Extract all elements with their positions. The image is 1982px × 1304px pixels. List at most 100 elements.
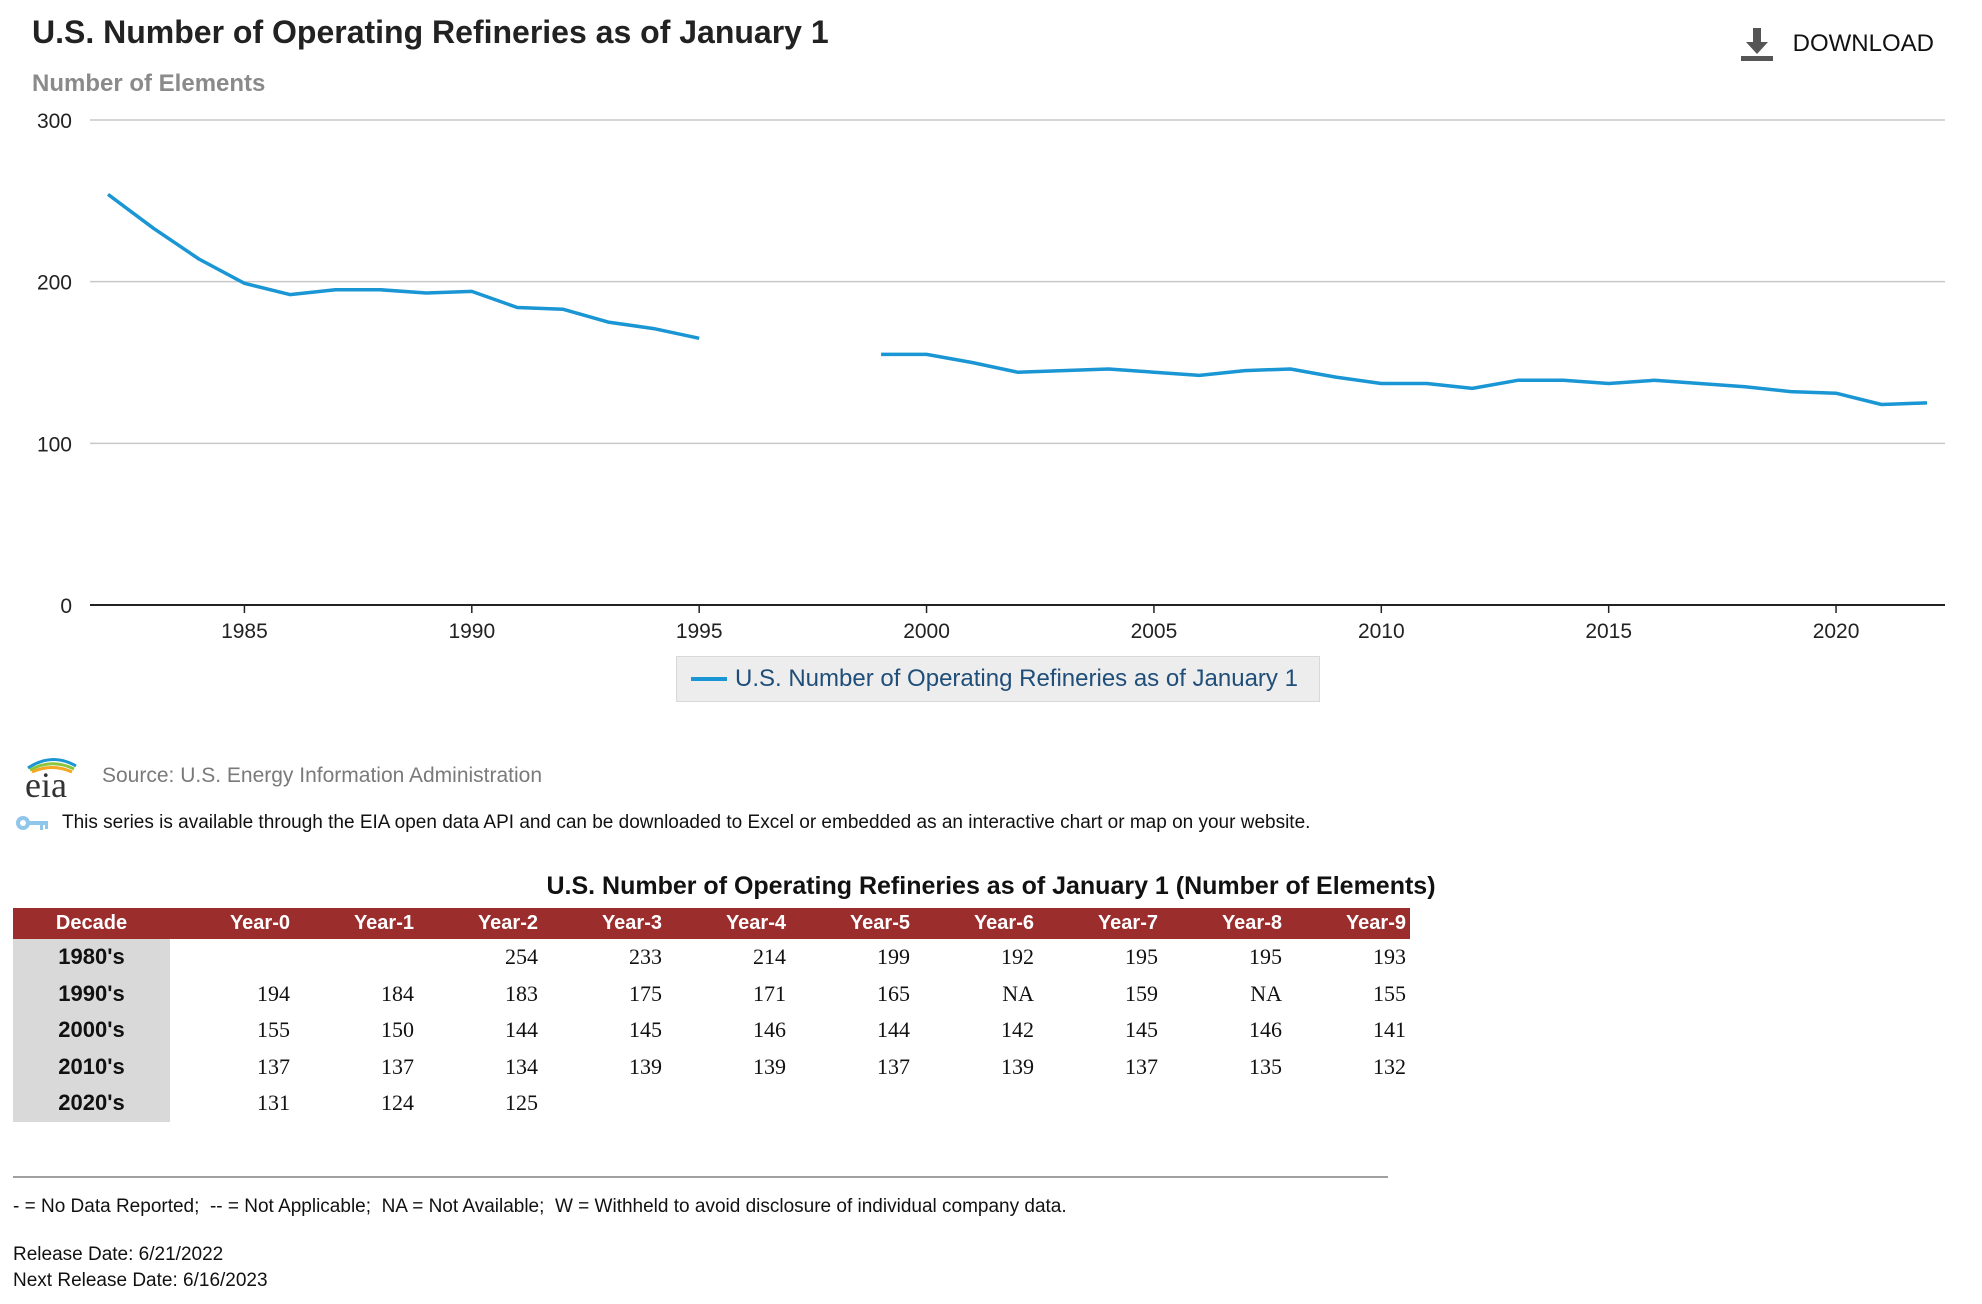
series-line: [106, 192, 700, 341]
release-info: Release Date: 6/21/2022 Next Release Dat…: [13, 1242, 268, 1294]
table-cell: 144: [877, 1017, 910, 1043]
table-cell: 142: [1001, 1017, 1034, 1043]
table-cell: 146: [1249, 1017, 1282, 1043]
table-cell: 132: [1373, 1053, 1406, 1079]
legend-swatch: [691, 677, 727, 681]
source-text: Source: U.S. Energy Information Administ…: [102, 764, 543, 787]
table-cell: 150: [381, 1017, 414, 1043]
next-release-date: Next Release Date: 6/16/2023: [13, 1270, 268, 1291]
table-title: U.S. Number of Operating Refineries as o…: [546, 872, 1436, 900]
column-header: Year-4: [666, 908, 790, 939]
table-cell: 135: [1249, 1053, 1282, 1079]
table-cell: 254: [505, 944, 538, 970]
y-tick-label: 300: [37, 110, 72, 133]
table-cell: [294, 939, 418, 976]
table-cell: 145: [629, 1017, 662, 1043]
table-cell: 137: [877, 1053, 910, 1079]
source-row: eia Source: U.S. Energy Information Admi…: [22, 752, 543, 805]
table-cell: 195: [1125, 944, 1158, 970]
y-tick-label: 200: [37, 272, 72, 295]
table-cell: 192: [1001, 944, 1034, 970]
table-cell: 165: [877, 980, 910, 1006]
table-cell: 145: [1125, 1017, 1158, 1043]
eia-logo-text: eia: [25, 765, 67, 805]
table-cell: [1038, 1085, 1162, 1122]
x-tick-label: 2020: [1813, 620, 1860, 640]
table-cell: [1162, 1085, 1286, 1122]
decade-cell: 2000's: [13, 1012, 170, 1049]
x-tick-label: 1985: [221, 620, 268, 640]
release-date: Release Date: 6/21/2022: [13, 1244, 224, 1265]
notes-text: - = No Data Reported; -- = Not Applicabl…: [13, 1196, 1067, 1217]
x-tick-label: 2010: [1358, 620, 1405, 640]
table-cell: 183: [505, 980, 538, 1006]
table-cell: 144: [505, 1017, 538, 1043]
table-cell: 137: [1125, 1053, 1158, 1079]
table-cell: 137: [257, 1053, 290, 1079]
column-header: Year-0: [170, 908, 294, 939]
table-cell: 175: [629, 980, 662, 1006]
table-row: 2010's 137 137 134 139 139 137 139 137 1…: [13, 1048, 1410, 1085]
table-cell: [170, 939, 294, 976]
table-cell: [790, 1085, 914, 1122]
chart-subtitle: Number of Elements: [32, 70, 266, 97]
download-icon: [1740, 28, 1773, 61]
column-header: Year-1: [294, 908, 418, 939]
table-cell: 125: [505, 1090, 538, 1116]
table-cell: 199: [877, 944, 910, 970]
table-cell: [914, 1085, 1038, 1122]
x-tick-label: 2000: [903, 620, 950, 640]
table-divider: [13, 1176, 1388, 1178]
y-tick-label: 0: [60, 595, 72, 618]
x-tick-label: 1990: [448, 620, 495, 640]
table-cell: 159: [1125, 980, 1158, 1006]
table-cell: 139: [629, 1053, 662, 1079]
table-cell: 131: [257, 1090, 290, 1116]
x-tick-label: 1995: [676, 620, 723, 640]
table-cell: 134: [505, 1053, 538, 1079]
table-cell: 155: [1373, 980, 1406, 1006]
x-tick-label: 2015: [1585, 620, 1632, 640]
table-header-row: Decade Year-0 Year-1 Year-2 Year-3 Year-…: [13, 908, 1410, 939]
table-cell: [1286, 1085, 1410, 1122]
table-row: 1990's 194 184 183 175 171 165 NA 159 NA…: [13, 975, 1410, 1012]
column-header: Year-2: [418, 908, 542, 939]
table-cell: 171: [753, 980, 786, 1006]
decade-cell: 2020's: [13, 1085, 170, 1122]
table-row: 2020's 131 124 125: [13, 1085, 1410, 1122]
table-row: 1980's 254 233 214 199 192 195 195 193: [13, 939, 1410, 976]
api-note-row: This series is available through the EIA…: [14, 812, 1310, 834]
table-cell: 214: [753, 944, 786, 970]
legend-label: U.S. Number of Operating Refineries as o…: [735, 665, 1298, 692]
table-cell: 124: [381, 1090, 414, 1116]
table-cell: [542, 1085, 666, 1122]
table-cell: 155: [257, 1017, 290, 1043]
legend-item[interactable]: U.S. Number of Operating Refineries as o…: [676, 656, 1320, 702]
table-cell: 146: [753, 1017, 786, 1043]
download-label: DOWNLOAD: [1792, 30, 1934, 57]
table-cell: NA: [1002, 980, 1034, 1006]
x-tick-label: 2005: [1131, 620, 1178, 640]
table-cell: [666, 1085, 790, 1122]
table-cell: 139: [753, 1053, 786, 1079]
table-row: 2000's 155 150 144 145 146 144 142 145 1…: [13, 1012, 1410, 1049]
table-cell: 233: [629, 944, 662, 970]
api-note-text: This series is available through the EIA…: [62, 812, 1311, 833]
table-cell: 184: [381, 980, 414, 1006]
y-tick-label: 100: [37, 433, 72, 456]
column-header: Year-5: [790, 908, 914, 939]
decade-cell: 2010's: [13, 1048, 170, 1085]
table-cell: 139: [1001, 1053, 1034, 1079]
table-cell: 193: [1373, 944, 1406, 970]
chart-title: U.S. Number of Operating Refineries as o…: [32, 14, 829, 50]
series-line: [881, 352, 1928, 407]
column-header: Decade: [13, 908, 170, 939]
data-table: Decade Year-0 Year-1 Year-2 Year-3 Year-…: [13, 908, 1410, 1122]
key-icon: [16, 816, 48, 830]
decade-cell: 1980's: [13, 939, 170, 976]
decade-cell: 1990's: [13, 975, 170, 1012]
download-button[interactable]: DOWNLOAD: [1739, 26, 1934, 62]
column-header: Year-7: [1038, 908, 1162, 939]
column-header: Year-9: [1286, 908, 1410, 939]
table-cell: 194: [257, 980, 290, 1006]
